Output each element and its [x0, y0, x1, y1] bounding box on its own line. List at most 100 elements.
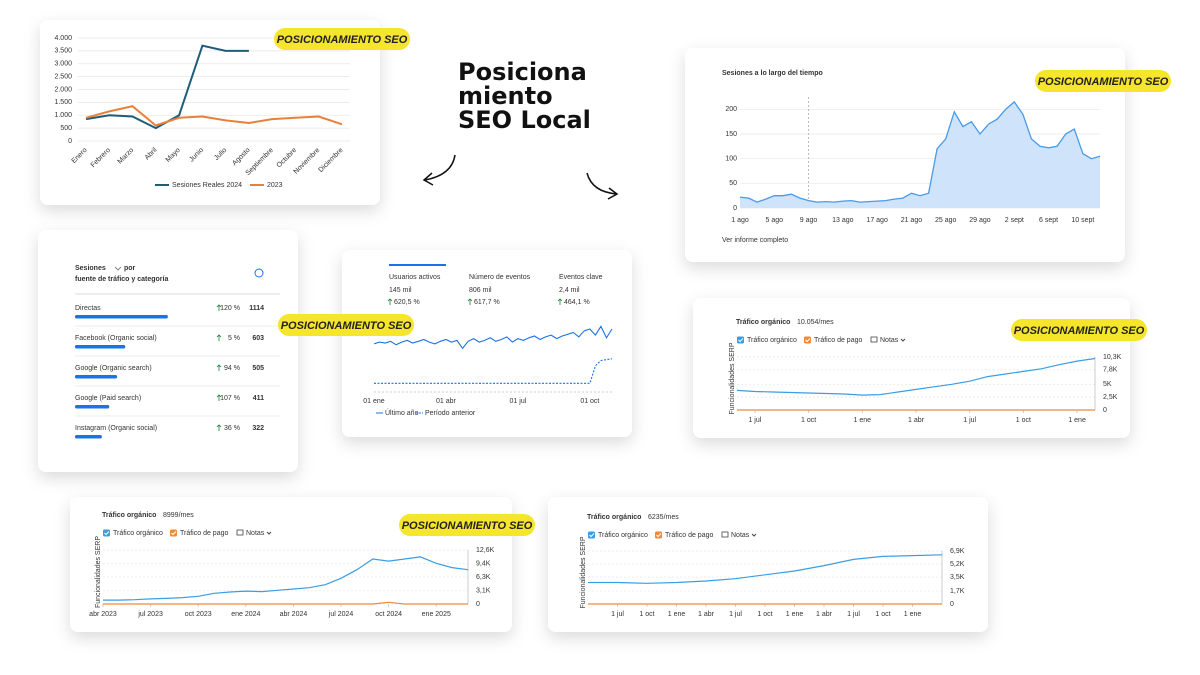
dropdown-icon: [114, 266, 122, 271]
check: [589, 533, 595, 538]
x-tick-label: oct 2023: [185, 611, 212, 618]
chart-subtitle: fuente de tráfico y categoría: [75, 276, 168, 283]
x-tick-label: jul 2023: [137, 611, 163, 618]
legend-label: Último año: [385, 408, 419, 417]
x-tick-label: jul 2024: [328, 611, 354, 618]
x-tick-label: 1 ene: [854, 417, 872, 424]
y-tick-label: 10,3K: [1103, 354, 1122, 361]
bar: [75, 435, 102, 439]
line: [85, 105, 343, 127]
x-tick-label: 5 ago: [766, 217, 784, 224]
report-link: Ver informe completo: [722, 237, 788, 244]
notes-label: Notas: [246, 530, 265, 537]
x-tick-label: 1 jul: [847, 611, 860, 618]
y-tick-label: 2,5K: [1103, 394, 1118, 401]
headline: miento: [458, 82, 553, 110]
line: [373, 325, 613, 350]
x-tick-label: 01 oct: [580, 398, 599, 405]
row-label: Google (Organic search): [75, 365, 152, 372]
up-arrow: [216, 334, 222, 341]
dropdown-icon: [751, 533, 757, 537]
x-tick-label: 1 oct: [639, 611, 654, 618]
card: [40, 20, 380, 205]
metric-change: 617,7 %: [474, 299, 500, 306]
row-value: 1114: [249, 305, 264, 312]
badge-text: POSICIONAMIENTO SEO: [277, 34, 408, 46]
y-tick-label: 0: [950, 601, 954, 608]
x-tick-label: 1 jul: [963, 417, 976, 424]
line: [588, 554, 943, 584]
chart-subtitle: 6235/mes: [648, 514, 679, 521]
notes-icon: [870, 336, 878, 343]
x-tick-label: 1 ago: [731, 217, 749, 224]
row-change: 5 %: [228, 335, 240, 342]
line: [103, 556, 469, 601]
y-tick-label: 5K: [1103, 381, 1112, 388]
notes-icon: [721, 531, 729, 538]
card: [38, 230, 298, 472]
bar: [75, 345, 126, 349]
area: [740, 101, 1100, 208]
bar: [75, 375, 118, 379]
metric-change: 620,5 %: [394, 299, 420, 306]
row-label: Directas: [75, 305, 101, 312]
badge-text: POSICIONAMIENTO SEO: [1038, 76, 1169, 88]
y-tick-label: 200: [725, 106, 737, 113]
x-tick-label: 25 ago: [935, 217, 957, 224]
row-change: 36 %: [224, 425, 240, 432]
check: [656, 533, 662, 538]
x-tick-label: 1 ene: [668, 611, 686, 618]
legend-checkbox: [588, 531, 595, 539]
x-tick-label: 10 sept: [1071, 217, 1094, 224]
badge-text: POSICIONAMIENTO SEO: [281, 320, 412, 332]
headline: SEO Local: [458, 106, 591, 134]
chart-title-suffix: por: [124, 265, 136, 272]
x-tick-label: 1 abr: [698, 611, 715, 618]
y-tick-label: 3.000: [54, 61, 72, 68]
x-tick-label: 01 abr: [436, 398, 457, 405]
charts: 05001.0001.5002.0002.5003.0003.5004.000E…: [54, 28, 1171, 618]
row-label: Google (Paid search): [75, 395, 141, 402]
notes-label: Notas: [731, 532, 750, 539]
badge: [278, 314, 414, 336]
y-tick-label: 0: [476, 601, 480, 608]
dropdown-icon: [900, 338, 906, 342]
metric-label: Eventos clave: [559, 274, 603, 281]
card: [342, 250, 632, 437]
row-value: 411: [253, 395, 264, 402]
line: [736, 357, 1096, 396]
x-tick-label: 1 ene: [786, 611, 804, 618]
x-tick-label: 1 ene: [1068, 417, 1086, 424]
y-tick-label: 100: [725, 156, 737, 163]
info-icon: [254, 268, 264, 278]
bar: [75, 315, 168, 319]
legend-label: Tráfico de pago: [180, 530, 228, 537]
x-tick-label: 1 abr: [816, 611, 833, 618]
legend-checkbox: [737, 336, 744, 344]
x-tick-label: 1 ene: [904, 611, 922, 618]
check: [805, 338, 811, 343]
metric-value: 2,4 mil: [559, 287, 580, 294]
legend-checkbox: [103, 529, 110, 537]
y-tick-label: 1.500: [54, 99, 72, 106]
y-tick-label: 6,9K: [950, 548, 965, 555]
x-tick-label: 1 abr: [908, 417, 925, 424]
badge-text: POSICIONAMIENTO SEO: [1014, 325, 1145, 337]
legend-label: Tráfico de pago: [814, 337, 862, 344]
card: [685, 48, 1125, 262]
check: [171, 531, 177, 536]
legend-label: Tráfico orgánico: [598, 532, 648, 539]
metric-value: 145 mil: [389, 287, 412, 294]
badge: [274, 28, 410, 50]
chart-title: Sesiones: [75, 265, 106, 272]
metric-label: Número de eventos: [469, 274, 531, 281]
y-tick-label: 5,2K: [950, 561, 965, 568]
y-tick-label: 0: [1103, 407, 1107, 414]
chart-title: Tráfico orgánico: [102, 512, 156, 519]
up-arrow: [216, 364, 222, 371]
y-tick-label: 2.500: [54, 73, 72, 80]
x-tick-label: ene 2025: [422, 611, 451, 618]
x-tick-label: 01 jul: [510, 398, 527, 405]
x-tick-label: abr 2023: [89, 611, 117, 618]
